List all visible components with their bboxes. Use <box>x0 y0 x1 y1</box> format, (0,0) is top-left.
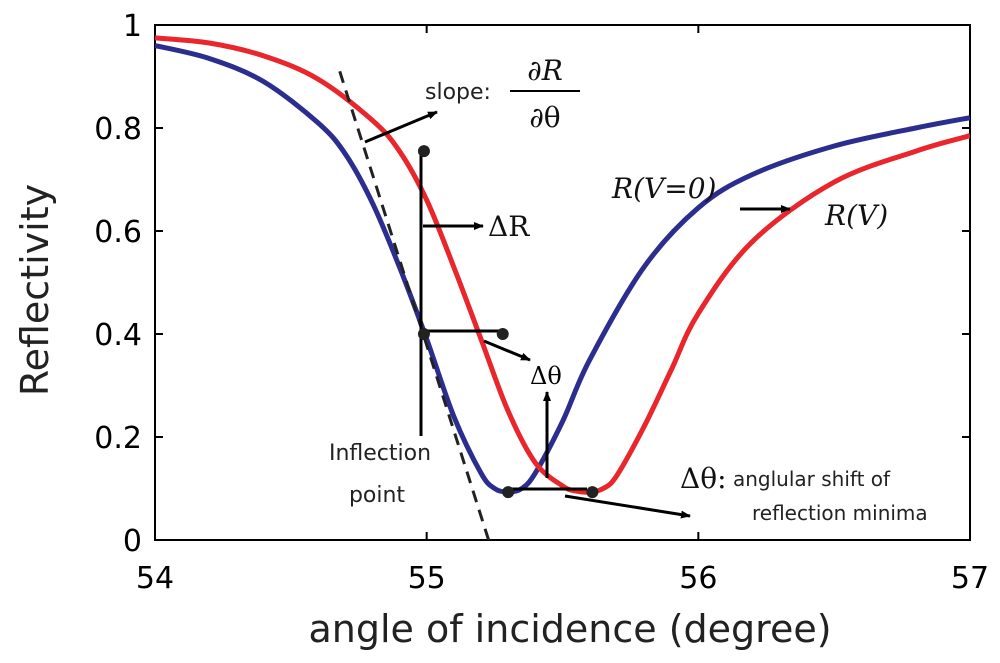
axis-ticks <box>154 24 971 541</box>
y-tick-label: 0.4 <box>94 318 142 353</box>
shift-label-line2: reflection minima <box>752 501 928 525</box>
red-minimum-point <box>586 486 599 499</box>
y-tick-label: 0.8 <box>94 112 142 147</box>
x-tick-label: 57 <box>951 561 989 596</box>
x-tick-label: 56 <box>679 561 717 596</box>
slope-numerator: ∂R <box>527 54 563 87</box>
x-axis-label: angle of incidence (degree) <box>308 607 831 651</box>
series-line-r-v0 <box>155 43 970 495</box>
minima-shift-arrow <box>564 494 691 519</box>
y-axis-label: Reflectivity <box>13 184 57 396</box>
curve-label-r-v0: R(V=0) <box>611 172 716 205</box>
shift-label-line1: anglular shift of <box>733 467 891 491</box>
inflection-label-line1: Inflection <box>329 441 431 466</box>
series-line-r-v <box>155 35 970 495</box>
y-tick-label: 1 <box>123 9 142 44</box>
plot-frame <box>154 24 971 541</box>
shift-symbol: Δθ: <box>680 462 727 495</box>
red-upper-point <box>417 145 430 158</box>
y-tick-label: 0.6 <box>94 215 142 250</box>
x-tick-label: 55 <box>408 561 446 596</box>
inflection-point <box>417 328 430 340</box>
slope-arrow <box>364 110 438 144</box>
slope-label: slope: <box>425 80 491 105</box>
x-tick-label: 54 <box>136 561 174 596</box>
delta-r-label: ΔR <box>488 210 530 243</box>
tangent-line <box>338 70 491 540</box>
curve-label-r-v: R(V) <box>824 199 888 232</box>
inflection-label-line2: point <box>349 483 405 508</box>
delta-theta-label: Δθ <box>530 362 562 390</box>
delta-theta-diagonal-arrow <box>483 339 531 362</box>
red-same-level-point <box>496 328 509 340</box>
y-tick-label: 0.2 <box>94 421 142 456</box>
blue-minimum-point <box>502 486 515 499</box>
slope-denominator: ∂θ <box>529 101 560 134</box>
axis-tick-labels: 54 55 56 57 0 0.2 0.4 0.6 0.8 1 <box>94 9 989 596</box>
y-tick-label: 0 <box>123 524 142 559</box>
marked-points <box>417 145 599 499</box>
